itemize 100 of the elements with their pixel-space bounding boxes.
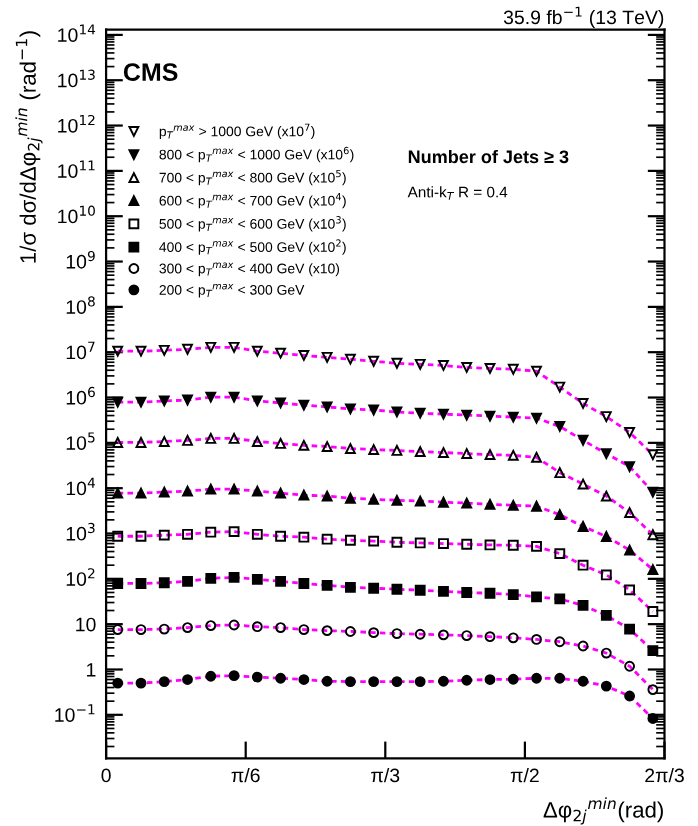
- point: [554, 381, 566, 393]
- point: [251, 345, 263, 357]
- point: [135, 487, 147, 499]
- point: [158, 623, 170, 635]
- point: [554, 509, 566, 521]
- point: [228, 483, 240, 495]
- point: [368, 493, 380, 505]
- point: [275, 397, 287, 409]
- point: [577, 434, 589, 446]
- point: [531, 365, 542, 377]
- point: [461, 538, 473, 550]
- point: [577, 599, 589, 611]
- point: [228, 670, 240, 682]
- point: [344, 492, 356, 504]
- point: [600, 680, 612, 692]
- point: [344, 534, 356, 546]
- x-tick-label: π/2: [510, 767, 539, 783]
- point: [182, 485, 193, 497]
- point: [624, 461, 636, 472]
- y-tick-label: 10$^{2}$: [66, 568, 95, 586]
- point: [484, 587, 496, 599]
- point: [531, 634, 542, 645]
- point: [554, 672, 566, 684]
- point: [391, 494, 403, 506]
- point: [391, 357, 403, 369]
- point: [182, 674, 193, 685]
- point: [368, 404, 380, 416]
- point: [205, 341, 217, 353]
- point: [507, 363, 519, 375]
- point: [251, 671, 263, 683]
- point: [624, 690, 636, 702]
- point: [275, 530, 287, 542]
- point: [484, 674, 496, 685]
- point: [600, 490, 612, 502]
- point: [484, 410, 496, 422]
- y-tick-label: 10$^{−1}$: [55, 704, 95, 722]
- point: [624, 660, 636, 672]
- y-tick-label: 10$^{4}$: [66, 477, 95, 496]
- point: [647, 486, 659, 498]
- point: [414, 495, 426, 507]
- point: [298, 674, 310, 685]
- point: [344, 581, 356, 593]
- point: [251, 574, 263, 585]
- point: [414, 584, 426, 596]
- point: [414, 407, 426, 419]
- point: [624, 426, 636, 438]
- point: [368, 582, 380, 594]
- point: [158, 395, 170, 407]
- point: [484, 362, 496, 374]
- point: [158, 486, 170, 498]
- point: [438, 408, 449, 420]
- point: [205, 670, 217, 682]
- point: [344, 403, 356, 415]
- point: [112, 396, 124, 408]
- point: [368, 676, 380, 688]
- point: [112, 530, 124, 542]
- y-tick-label: 10$^{7}$: [66, 341, 95, 360]
- point: [507, 499, 519, 511]
- point: [624, 623, 636, 635]
- point: [251, 395, 263, 407]
- point: [600, 569, 612, 581]
- point: [321, 490, 333, 502]
- point: [461, 630, 473, 641]
- point: [414, 446, 426, 458]
- point: [112, 624, 124, 635]
- point: [158, 577, 170, 589]
- point: [158, 676, 170, 688]
- point: [205, 573, 217, 584]
- y-tick-label: 10$^{12}$: [58, 114, 95, 133]
- point: [531, 672, 542, 684]
- point: [391, 676, 403, 688]
- point: [344, 443, 356, 454]
- point: [298, 399, 310, 411]
- point: [158, 344, 170, 356]
- point: [414, 537, 426, 549]
- point: [298, 439, 310, 451]
- point: [275, 622, 287, 634]
- point: [438, 538, 449, 549]
- point: [531, 540, 542, 552]
- x-axis-title: Δφ$_{2j}$$^{min}$(rad): [543, 797, 663, 825]
- point: [391, 628, 403, 639]
- point: [577, 640, 589, 652]
- y-tick-label: 10$^{11}$: [58, 160, 95, 178]
- point: [135, 677, 147, 689]
- point: [438, 585, 449, 597]
- point: [414, 628, 426, 640]
- point: [321, 351, 333, 363]
- annotation: Number of Jets ≥ 3: [408, 149, 569, 164]
- point: [344, 353, 356, 365]
- point: [135, 578, 147, 589]
- point: [135, 396, 147, 408]
- y-tick-label: 10$^{6}$: [66, 386, 95, 405]
- point: [298, 349, 310, 361]
- point: [321, 675, 333, 687]
- point: [275, 575, 287, 587]
- y-tick-label: 10$^{5}$: [66, 432, 95, 450]
- y-tick-label: 10$^{10}$: [58, 205, 95, 224]
- point: [624, 507, 636, 518]
- chart-title: 35.9 fb$^{−1}$ (13 TeV): [503, 6, 664, 29]
- point: [507, 589, 519, 600]
